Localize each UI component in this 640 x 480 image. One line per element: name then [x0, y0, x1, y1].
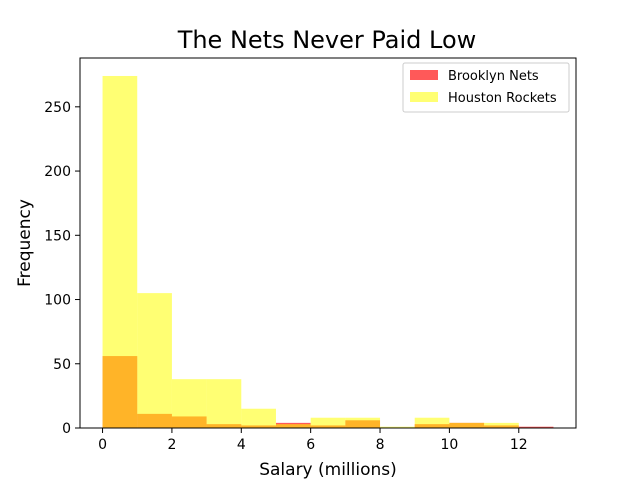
legend-label-brooklyn-nets: Brooklyn Nets [448, 69, 539, 84]
x-tick-label: 12 [510, 437, 528, 453]
histogram-bar-houston-rockets [310, 417, 346, 428]
histogram-bar-houston-rockets [206, 379, 242, 428]
histogram-bar-houston-rockets [275, 424, 311, 428]
x-tick-label: 0 [98, 437, 107, 453]
y-tick-label: 200 [44, 164, 71, 180]
y-axis-ticks: 0 50 100 150 200 250 [44, 100, 80, 437]
legend-swatch-houston-rockets [410, 92, 438, 102]
histogram-bar-houston-rockets [345, 417, 381, 428]
legend-frame [402, 62, 570, 113]
histogram-bar-houston-rockets [137, 293, 172, 428]
legend: Brooklyn Nets Houston Rockets [402, 62, 570, 113]
legend-label-houston-rockets: Houston Rockets [448, 91, 557, 106]
plot-frame [79, 57, 577, 429]
histogram-bar-houston-rockets [414, 417, 450, 428]
histogram-bar-houston-rockets [380, 426, 415, 428]
histogram-bar-houston-rockets [484, 422, 519, 428]
chart-title: The Nets Never Paid Low [177, 26, 477, 54]
x-axis-ticks: 0 2 4 6 8 10 12 [98, 428, 528, 453]
y-axis-label: Frequency [15, 199, 35, 287]
x-tick-label: 6 [306, 437, 315, 453]
x-tick-label: 4 [237, 437, 246, 453]
x-axis-label: Salary (millions) [259, 460, 397, 480]
histogram-bar-houston-rockets [241, 408, 276, 428]
legend-swatch-brooklyn-nets [410, 70, 438, 80]
y-tick-label: 150 [44, 228, 71, 244]
histogram-bar-brooklyn-nets [518, 426, 554, 428]
x-tick-label: 10 [440, 437, 458, 453]
y-tick-label: 100 [44, 293, 71, 309]
histogram-bar-houston-rockets [102, 75, 138, 428]
histogram-bar-houston-rockets [449, 422, 485, 428]
y-tick-label: 250 [44, 100, 71, 116]
y-tick-label: 0 [62, 421, 71, 437]
y-tick-label: 50 [53, 357, 71, 373]
x-tick-label: 8 [376, 437, 385, 453]
bars-group [102, 75, 554, 428]
x-tick-label: 2 [167, 437, 176, 453]
histogram-bar-houston-rockets [171, 379, 207, 428]
